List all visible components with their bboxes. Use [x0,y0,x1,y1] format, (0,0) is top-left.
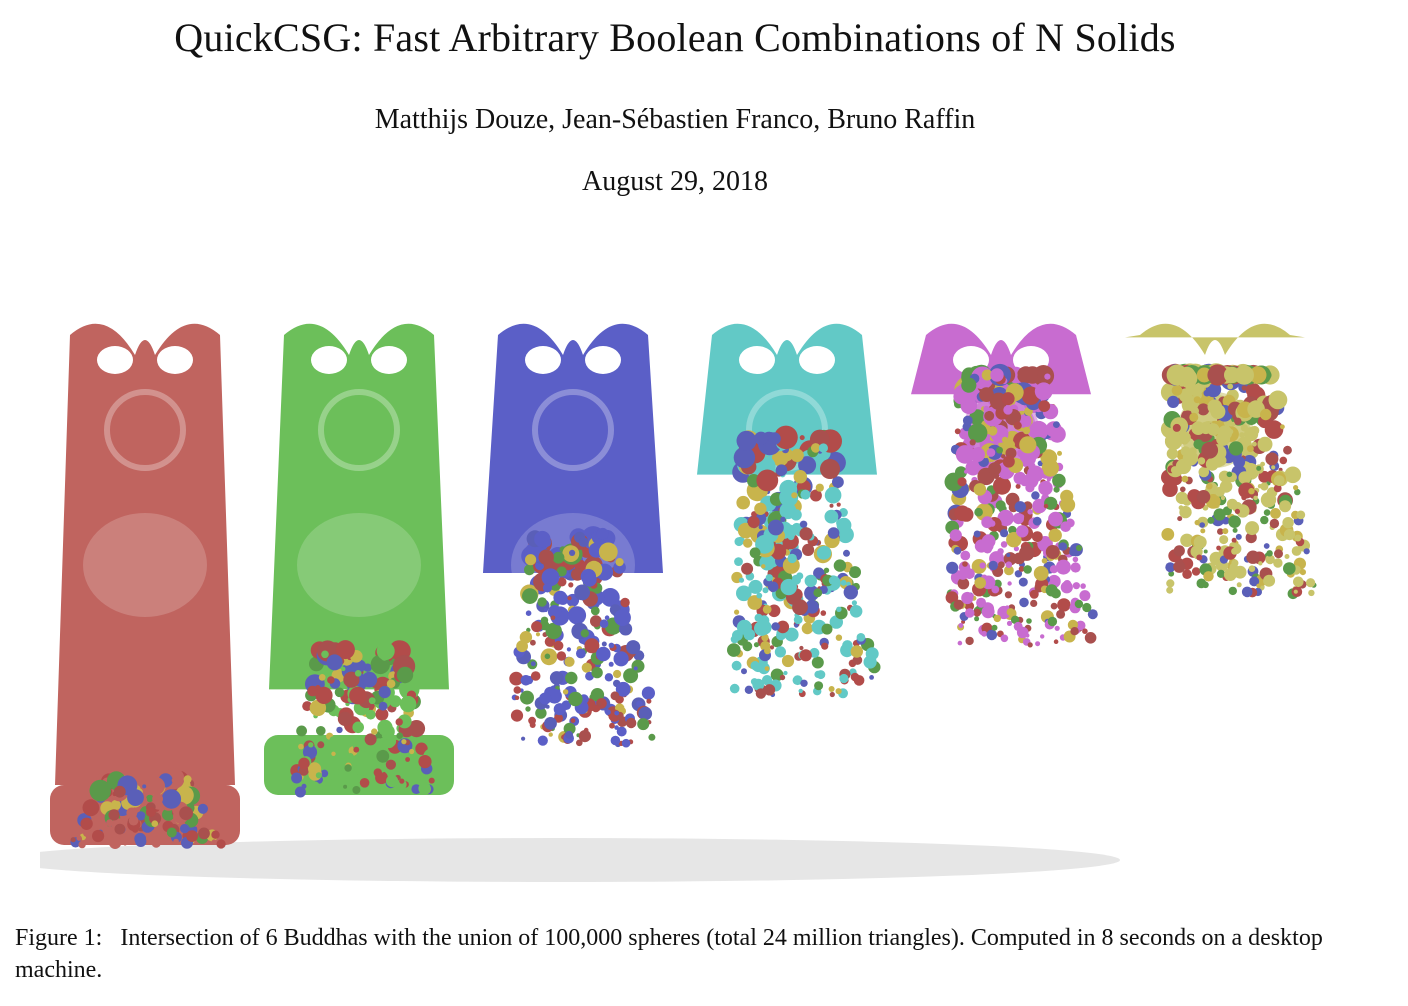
ground-shadow [40,838,1120,882]
buddha-statue [264,323,454,798]
figure-label: Figure 1: [15,925,103,951]
buddha-statue [1125,323,1317,600]
figure-caption-text: Intersection of 6 Buddhas with the union… [15,925,1323,983]
figure-caption: Figure 1: Intersection of 6 Buddhas with … [15,922,1355,986]
paper-title: QuickCSG: Fast Arbitrary Boolean Combina… [174,15,1176,60]
paper-authors: Matthijs Douze, Jean-Sébastien Franco, B… [374,104,976,135]
buddha-statue [483,323,663,748]
buddha-statue [50,323,240,849]
figure-buddhas-image [40,290,1340,890]
paper-date: August 29, 2018 [582,166,768,197]
buddha-statue [697,323,881,699]
buddha-statue [911,323,1098,648]
buddha-statues-illustration [40,323,1317,882]
